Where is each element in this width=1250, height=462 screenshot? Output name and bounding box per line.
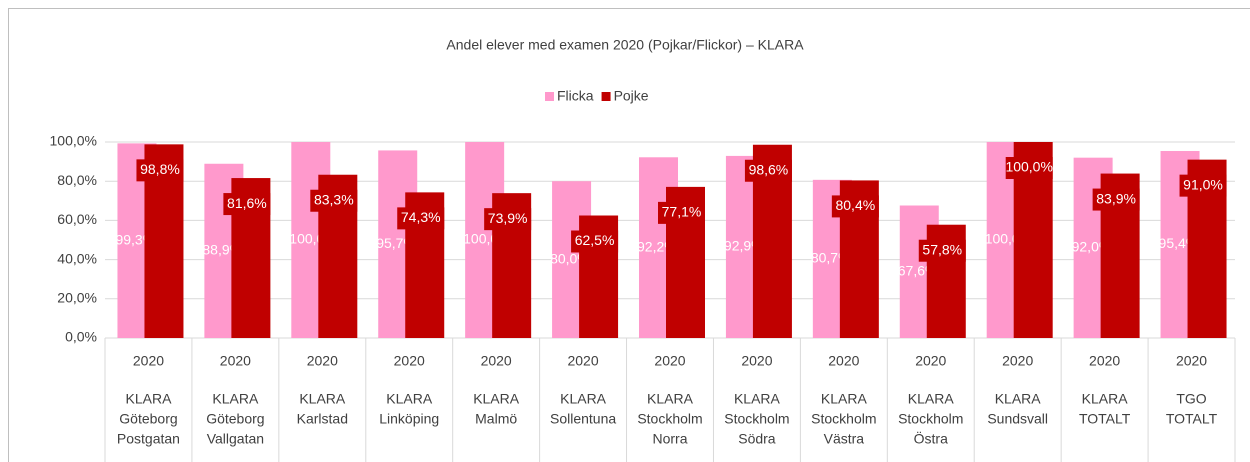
x-tick-year: 2020 xyxy=(133,353,164,369)
x-tick-label: Stockholm xyxy=(898,411,963,427)
x-tick-year: 2020 xyxy=(307,353,338,369)
y-tick-label: 40,0% xyxy=(57,250,97,266)
data-label-box xyxy=(744,159,792,182)
chart-border xyxy=(8,8,1250,462)
legend-swatch xyxy=(545,92,554,101)
y-tick-label: 20,0% xyxy=(57,290,97,306)
x-tick-label: Södra xyxy=(738,431,776,447)
data-label: 81,6% xyxy=(227,195,267,211)
x-tick-year: 2020 xyxy=(394,353,425,369)
data-label-box xyxy=(310,189,358,212)
x-tick-label: Postgatan xyxy=(117,431,180,447)
y-tick-label: 80,0% xyxy=(57,172,97,188)
x-tick-label: Norra xyxy=(652,431,687,447)
x-tick-year: 2020 xyxy=(915,353,946,369)
data-label: 80,4% xyxy=(835,197,875,213)
data-label-box xyxy=(1179,174,1227,197)
data-label-box xyxy=(571,230,619,253)
data-label: 91,0% xyxy=(1183,176,1223,192)
x-tick-label: Göteborg xyxy=(206,411,264,427)
x-tick-year: 2020 xyxy=(1089,353,1120,369)
x-tick-label: Göteborg xyxy=(119,411,177,427)
x-tick-label: KLARA xyxy=(647,391,694,407)
data-label: 57,8% xyxy=(922,241,962,257)
x-tick-label: TOTALT xyxy=(1166,411,1218,427)
x-tick-label: Malmö xyxy=(475,411,517,427)
x-tick-year: 2020 xyxy=(481,353,512,369)
data-label-box xyxy=(136,159,184,182)
chart-title: Andel elever med examen 2020 (Pojkar/Fli… xyxy=(446,37,804,53)
data-label-box xyxy=(1005,157,1053,179)
x-tick-label: KLARA xyxy=(212,391,259,407)
data-label: 100,0% xyxy=(1005,159,1052,175)
x-tick-label: Stockholm xyxy=(724,411,789,427)
data-label-box xyxy=(831,195,879,218)
x-tick-year: 2020 xyxy=(1002,353,1033,369)
x-tick-label: Stockholm xyxy=(811,411,876,427)
x-tick-year: 2020 xyxy=(654,353,685,369)
x-tick-year: 2020 xyxy=(828,353,859,369)
x-tick-year: 2020 xyxy=(567,353,598,369)
legend-swatch xyxy=(601,92,611,101)
data-label-box xyxy=(1092,188,1140,211)
x-tick-label: KLARA xyxy=(908,391,955,407)
legend-label: Flicka xyxy=(557,88,594,104)
x-tick-label: KLARA xyxy=(473,391,520,407)
data-label: 83,3% xyxy=(314,191,354,207)
x-tick-label: KLARA xyxy=(821,391,868,407)
x-tick-label: KLARA xyxy=(995,391,1042,407)
y-tick-label: 60,0% xyxy=(57,211,97,227)
x-tick-label: Karlstad xyxy=(297,411,348,427)
x-tick-label: Vallgatan xyxy=(207,431,264,447)
data-label: 98,6% xyxy=(749,161,789,177)
data-label: 98,8% xyxy=(140,161,180,177)
data-label: 73,9% xyxy=(488,210,528,226)
data-label: 83,9% xyxy=(1096,190,1136,206)
data-label-box xyxy=(918,239,966,262)
data-label-box xyxy=(484,208,532,231)
x-tick-year: 2020 xyxy=(1176,353,1207,369)
x-tick-label: KLARA xyxy=(734,391,781,407)
data-label-box xyxy=(223,193,271,216)
data-label: 62,5% xyxy=(575,232,615,248)
data-label-box xyxy=(397,207,445,230)
x-tick-label: TGO xyxy=(1176,391,1206,407)
x-tick-label: KLARA xyxy=(299,391,346,407)
data-label: 77,1% xyxy=(662,204,702,220)
data-label-box xyxy=(658,201,705,224)
x-tick-label: KLARA xyxy=(1082,391,1129,407)
x-tick-label: Västra xyxy=(824,431,865,447)
x-tick-year: 2020 xyxy=(220,353,251,369)
x-tick-label: Sundsvall xyxy=(987,411,1048,427)
x-tick-label: KLARA xyxy=(560,391,607,407)
y-tick-label: 0,0% xyxy=(65,329,97,345)
x-tick-label: KLARA xyxy=(386,391,433,407)
x-tick-label: Sollentuna xyxy=(550,411,616,427)
legend-label: Pojke xyxy=(614,88,649,104)
y-tick-label: 100,0% xyxy=(50,133,97,149)
x-tick-label: TOTALT xyxy=(1079,411,1131,427)
x-tick-label: Linköping xyxy=(379,411,439,427)
x-tick-label: Östra xyxy=(914,430,948,447)
data-label: 74,3% xyxy=(401,209,441,225)
x-tick-year: 2020 xyxy=(741,353,772,369)
x-tick-label: Stockholm xyxy=(637,411,702,427)
x-tick-label: KLARA xyxy=(126,391,173,407)
